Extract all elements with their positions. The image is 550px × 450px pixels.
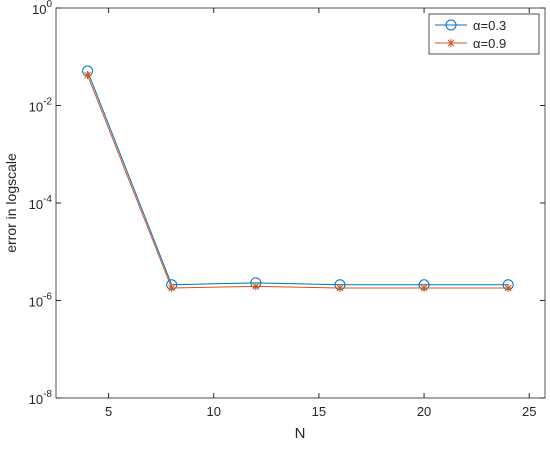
marker	[83, 71, 92, 80]
series-line	[87, 74, 509, 289]
legend-box	[428, 13, 540, 55]
y-axis-label: error in logscale	[3, 153, 19, 253]
y-tick-label: 10-2	[29, 97, 53, 115]
x-tick-label: 15	[312, 404, 326, 419]
legend-marker	[445, 19, 457, 31]
plot-area	[55, 7, 546, 399]
y-tick-label: 10-4	[29, 194, 53, 212]
legend-marker	[447, 39, 455, 47]
marker	[335, 284, 344, 293]
y-tick-label: 10-6	[29, 292, 53, 310]
x-axis-label: N	[295, 425, 306, 442]
x-tick-label: 5	[105, 404, 112, 419]
marker	[504, 284, 513, 293]
y-tick-label: 100	[32, 0, 52, 17]
legend-label: α=0.3	[473, 18, 506, 33]
x-tick-label: 20	[417, 404, 431, 419]
x-tick-label: 10	[207, 404, 221, 419]
y-tick-label: 10-8	[29, 389, 53, 407]
marker	[167, 284, 176, 293]
series-line	[87, 70, 509, 286]
marker	[420, 284, 429, 293]
x-tick-label: 25	[522, 404, 536, 419]
marker	[251, 282, 260, 291]
legend-label: α=0.9	[473, 36, 506, 51]
